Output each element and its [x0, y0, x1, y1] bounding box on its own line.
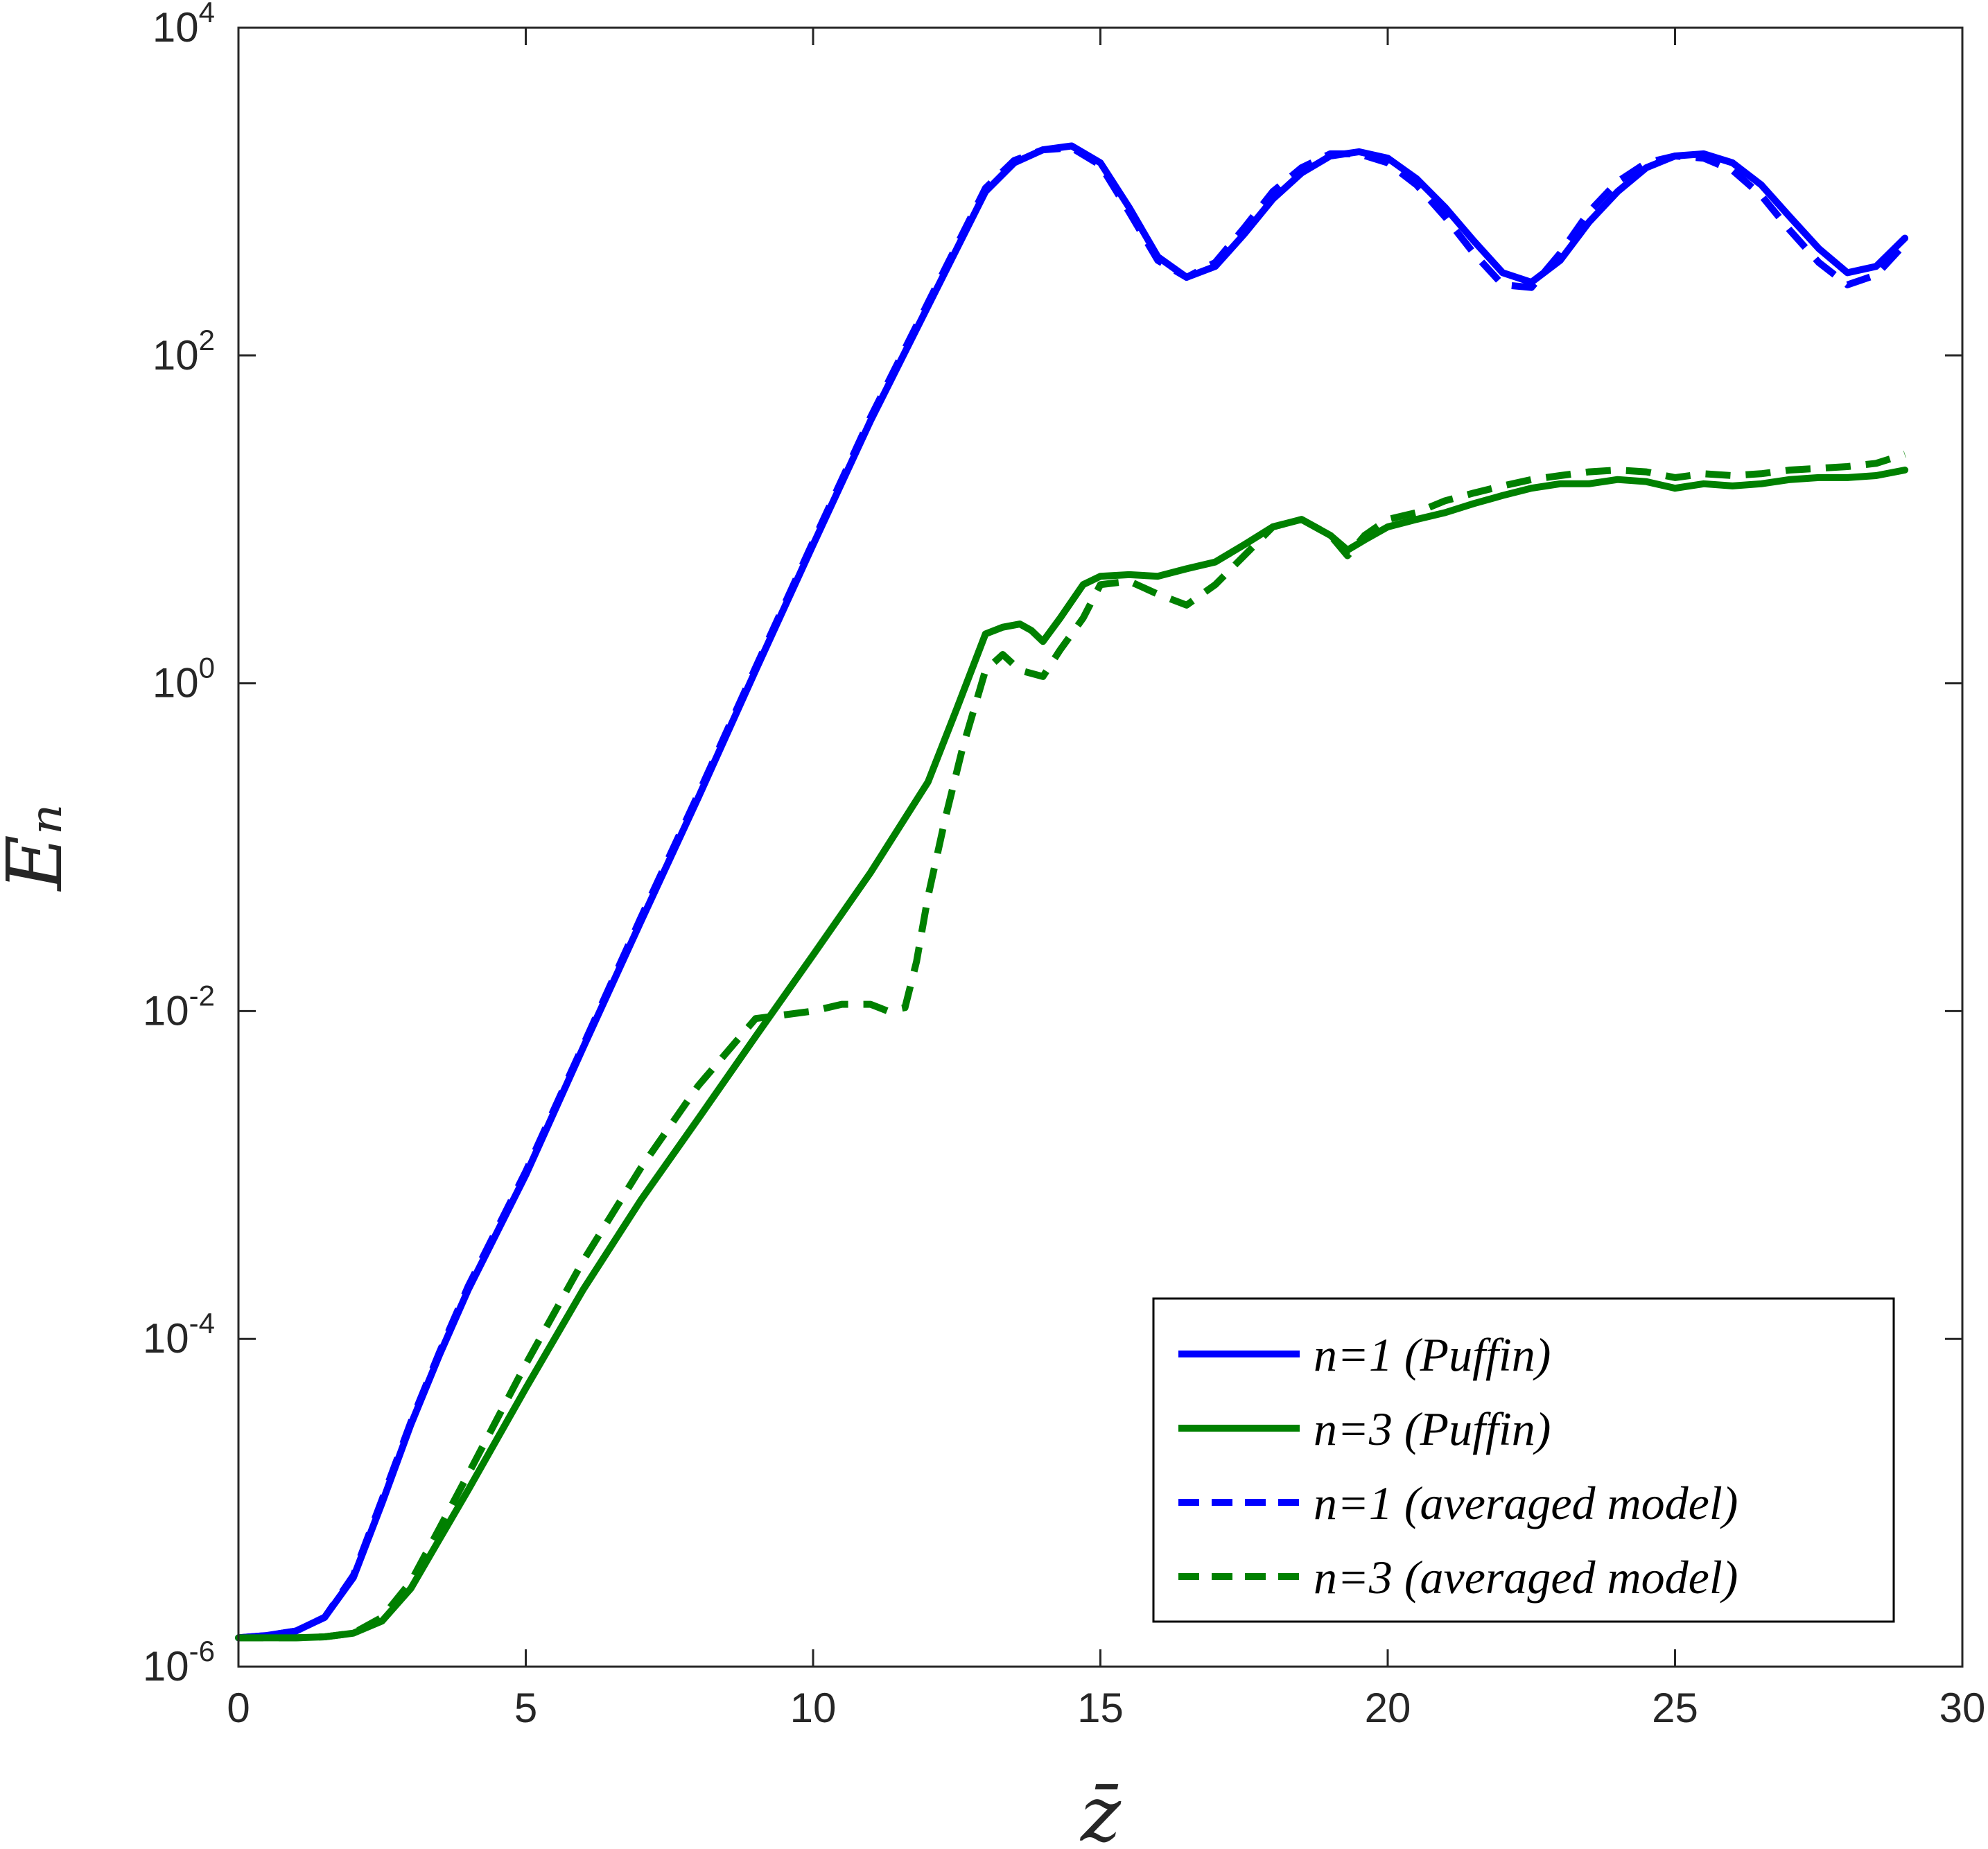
legend-items: n=1 (Puffin) n=3 (Puffin) n=1 (averaged mo… — [1178, 1328, 1738, 1604]
series-line-3 — [238, 144, 1908, 1642]
x-tick-label: 0 — [227, 1685, 250, 1731]
legend: n=1 (Puffin) n=3 (Puffin) n=1 (averaged mo… — [1152, 1297, 1895, 1623]
y-tick-label: 10-6 — [143, 1635, 215, 1690]
series-layer — [235, 142, 1909, 1642]
y-tick-label: 10-2 — [143, 979, 215, 1034]
x-tick-label: 15 — [1077, 1685, 1124, 1731]
legend-label-4: n=3 (averaged model) — [1314, 1551, 1738, 1604]
x-tick-label: 10 — [790, 1685, 837, 1731]
x-tick-label: 5 — [514, 1685, 537, 1731]
series-line-4 — [238, 451, 1906, 1642]
y-axis: 10-6 10-4 10-2 100 102 104 — [143, 0, 1962, 1690]
x-axis: 0 5 10 15 20 25 30 — [227, 28, 1985, 1731]
legend-label-1: n=1 (Puffin) — [1314, 1328, 1551, 1381]
legend-label-3: n=1 (averaged model) — [1314, 1477, 1738, 1529]
x-axis-label: z̄ — [1079, 1770, 1122, 1849]
y-tick-label: 10-4 — [143, 1307, 215, 1362]
x-tick-label: 25 — [1652, 1685, 1698, 1731]
y-axis-label: Eₙ — [0, 804, 79, 892]
legend-label-2: n=3 (Puffin) — [1314, 1403, 1551, 1455]
series-line-2 — [235, 467, 1909, 1642]
y-tick-label: 102 — [152, 324, 215, 379]
y-tick-label: 100 — [152, 652, 215, 706]
y-tick-label: 104 — [152, 0, 215, 51]
x-tick-label: 20 — [1365, 1685, 1411, 1731]
x-tick-label: 30 — [1939, 1685, 1986, 1731]
